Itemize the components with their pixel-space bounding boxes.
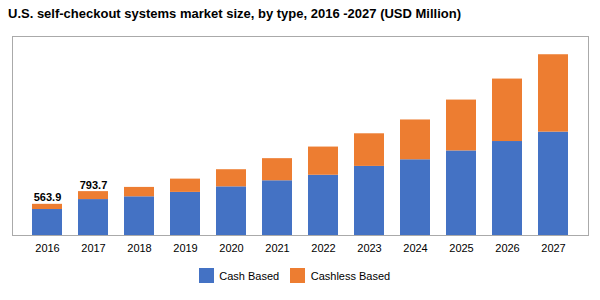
svg-text:2027: 2027 [541,242,565,254]
html-text:U.S. self-checkout systems mar: U.S. self-checkout systems market size, … [8,6,461,21]
svg-text:563.9: 563.9 [34,191,62,203]
svg-text:2026: 2026 [495,242,519,254]
svg-text:2016: 2016 [35,242,59,254]
svg-text:2018: 2018 [127,242,151,254]
svg-text:2017: 2017 [81,242,105,254]
svg-text:2021: 2021 [265,242,289,254]
svg-text:2023: 2023 [357,242,381,254]
svg-text:2024: 2024 [403,242,427,254]
html-text:Cash Based: Cash Based [219,269,280,282]
svg-text:2019: 2019 [173,242,197,254]
svg-text:2025: 2025 [449,242,473,254]
html-text:Cashless Based: Cashless Based [310,269,391,282]
svg-text:2020: 2020 [219,242,243,254]
svg-text:793.7: 793.7 [80,179,108,191]
svg-text:2022: 2022 [311,242,335,254]
